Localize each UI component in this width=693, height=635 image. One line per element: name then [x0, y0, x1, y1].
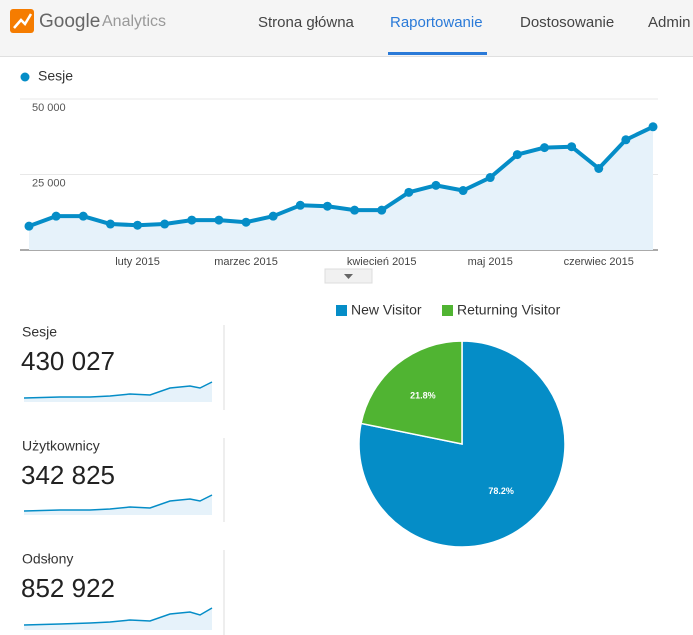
nav-item[interactable]: Dostosowanie: [520, 14, 614, 31]
metric-value: 342 825: [21, 460, 115, 490]
sparkline: [23, 607, 213, 626]
legend-dot: [20, 72, 30, 82]
metric-label: Użytkownicy: [22, 438, 100, 454]
nav-item[interactable]: Admin: [648, 14, 691, 31]
logo-icon-line: [13, 13, 33, 29]
nav-item[interactable]: Strona główna: [258, 14, 355, 31]
point: [51, 211, 61, 221]
point: [404, 187, 414, 197]
x-tick-label: marzec 2015: [214, 256, 278, 268]
sparklines: [23, 381, 213, 630]
point: [431, 180, 441, 190]
logo-brand: Google: [39, 11, 100, 32]
slice-label: 21.8%: [410, 391, 436, 401]
point: [24, 221, 34, 231]
nav-item[interactable]: Raportowanie: [390, 14, 483, 31]
metric-label: Odsłony: [22, 551, 73, 567]
sparkline: [23, 381, 213, 399]
point: [160, 219, 170, 229]
legend-label: Returning Visitor: [457, 302, 561, 318]
legend-label: Sesje: [38, 68, 73, 84]
pie-slice: [360, 340, 463, 445]
nav: Strona główna Raportowanie Dostosowanie Adm…: [258, 14, 691, 55]
y-tick-label: 50 000: [32, 102, 66, 114]
point: [648, 122, 658, 132]
collapse-arrow: [344, 274, 353, 279]
nav-active-underline: [388, 52, 487, 55]
legend-swatch: [442, 305, 453, 316]
point: [187, 215, 197, 225]
point: [621, 135, 631, 145]
point: [594, 163, 604, 173]
point: [485, 173, 495, 183]
metric-value: 430 027: [21, 346, 115, 376]
point: [214, 215, 224, 225]
x-tick-label: maj 2015: [468, 256, 513, 268]
x-tick-label: luty 2015: [115, 256, 160, 268]
logo-product: Analytics: [102, 13, 166, 30]
point: [512, 150, 522, 160]
point: [567, 142, 577, 152]
sparkline-area: [24, 382, 212, 402]
metric-value: 852 922: [21, 573, 115, 603]
point: [322, 201, 332, 211]
point: [377, 205, 387, 215]
point: [78, 211, 88, 221]
point: [458, 186, 468, 196]
sparkline-area: [24, 495, 212, 515]
sparkline: [23, 494, 213, 512]
y-tick-label: 25 000: [32, 177, 66, 189]
legend-label: New Visitor: [351, 302, 422, 318]
header-bar: [0, 0, 693, 56]
point: [133, 220, 143, 230]
point: [268, 211, 278, 221]
x-tick-label: kwiecień 2015: [347, 256, 417, 268]
slice-label: 78.2%: [488, 486, 514, 496]
point: [241, 217, 251, 227]
point: [350, 205, 360, 215]
metric-label: Sesje: [22, 324, 57, 340]
line: [28, 124, 654, 229]
point: [539, 143, 549, 153]
point: [295, 200, 305, 210]
legend-swatch: [336, 305, 347, 316]
point: [105, 219, 115, 229]
x-tick-label: czerwiec 2015: [564, 256, 634, 268]
logo: Google Analytics: [10, 9, 166, 33]
area: [29, 126, 653, 250]
sparkline-area: [24, 608, 212, 630]
